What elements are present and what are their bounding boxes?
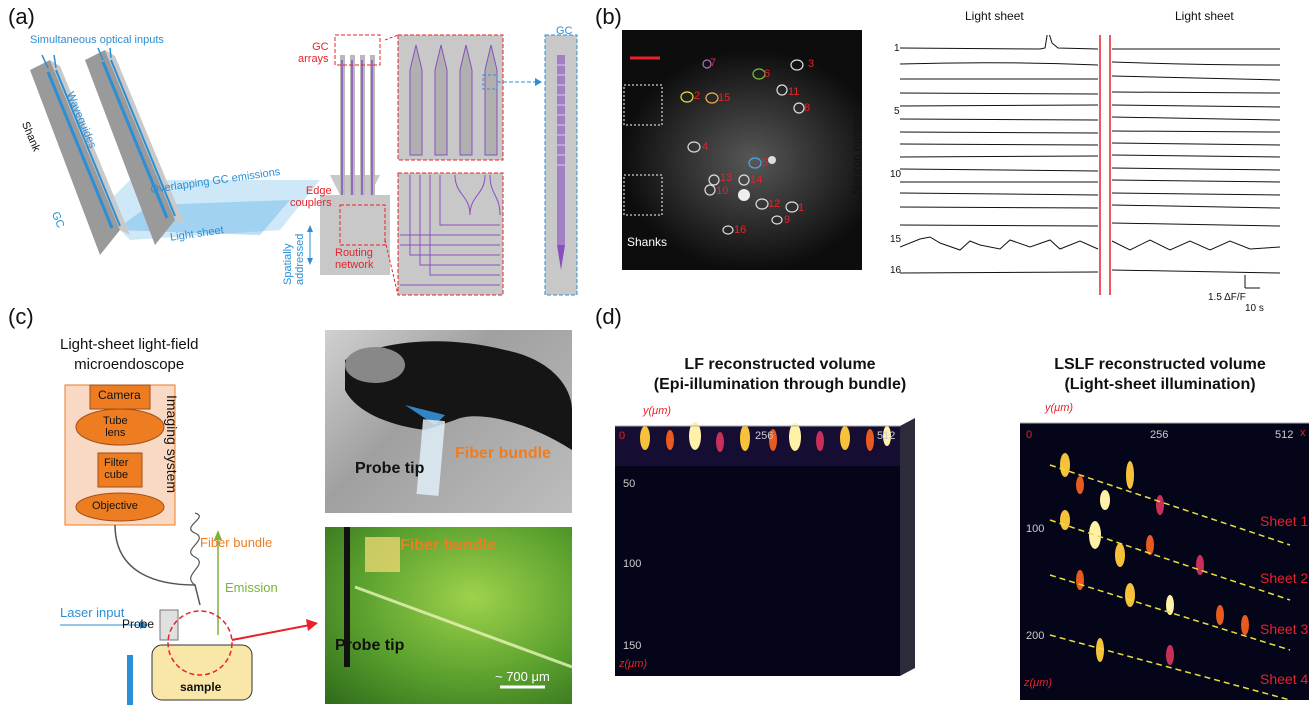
chip-schematic — [307, 34, 578, 296]
sheet-label-3: Sheet 3 — [1260, 621, 1309, 637]
photo-probe-fiber: Probe tip Fiber bundle — [325, 330, 572, 513]
lf-z-tick-100: 100 — [623, 558, 642, 570]
lf-x-tick-512: 512 — [877, 430, 896, 442]
shank-illustration — [30, 47, 320, 255]
roi-label-7: 7 — [710, 57, 717, 69]
lslf-z-tick-200: 200 — [1026, 630, 1045, 642]
lf-volume-render — [615, 418, 915, 676]
label-gc-box: GC — [556, 25, 573, 37]
sheet-label-4: Sheet 4 — [1260, 671, 1309, 687]
label-camera: Camera — [98, 388, 141, 402]
imaging-system-diagram — [60, 384, 320, 712]
photo2-scale-bar: ~ 700 μm — [495, 669, 550, 684]
label-routing-network: Routing network — [335, 247, 374, 271]
roi-label-5: 5 — [762, 157, 769, 169]
neuron-tick-5: 5 — [894, 106, 900, 117]
label-sample: sample — [180, 680, 222, 694]
panel-a-shank-diagram: Simultaneous optical inputs Waveguides S… — [19, 30, 320, 280]
lf-y-label: y(μm) — [643, 405, 672, 417]
roi-label-3: 3 — [808, 58, 815, 70]
light-sheet-header-2: Light sheet — [1175, 9, 1234, 23]
roi-label-16: 16 — [734, 224, 747, 236]
roi-label-10: 10 — [716, 185, 729, 197]
lf-volume: y(μm) 0 256 512 50 100 150 z(μm) — [615, 405, 915, 683]
roi-label-1: 1 — [798, 202, 805, 214]
roi-label-11: 11 — [788, 86, 800, 98]
neuron-tick-15: 15 — [890, 234, 902, 245]
roi-label-13: 13 — [720, 172, 733, 184]
label-shanks: Shanks — [627, 235, 668, 249]
neuron-tick-1: 1 — [894, 43, 900, 54]
label-laser-input: Laser input — [60, 605, 125, 620]
lf-z-tick-50: 50 — [623, 478, 636, 490]
lslf-y-label: y(μm) — [1045, 402, 1074, 414]
roi-label-6: 6 — [764, 68, 771, 80]
lslf-x-tick-512: 512 — [1275, 429, 1294, 441]
lf-z-tick-150: 150 — [623, 640, 642, 652]
photo1-fiber-bundle: Fiber bundle — [455, 445, 551, 462]
label-edge-couplers: Edge couplers — [290, 185, 332, 209]
photo2-fiber-bundle: Fiber bundle — [400, 537, 496, 554]
panel-a-chip-schematic: GC arrays Edge couplers Routing network … — [280, 25, 580, 300]
panel-label-a: (a) — [8, 4, 35, 29]
lslf-volume-title: LSLF reconstructed volume (Light-sheet i… — [1054, 356, 1266, 393]
fluorescence-field — [622, 50, 862, 270]
label-fiber-bundle: Fiber bundle — [200, 535, 273, 550]
lslf-x-tick-0: 0 — [1026, 429, 1033, 441]
neuron-tick-10: 10 — [890, 169, 902, 180]
photo-probe-drawing — [345, 341, 572, 496]
panel-b-calcium-traces: Light sheet Light sheet Neuron number 1 … — [850, 5, 1300, 315]
label-imaging-system: Imaging system — [164, 395, 180, 494]
photo2-probe-tip: Probe tip — [335, 637, 405, 654]
panel-b-fluorescence-image: 3 2 15 6 7 11 8 4 5 13 14 10 12 1 9 16 S… — [622, 30, 862, 270]
roi-label-12: 12 — [768, 198, 781, 210]
lslf-x-label: x — [1300, 427, 1306, 439]
lslf-z-tick-100: 100 — [1026, 523, 1045, 535]
label-gc-arrays: GC arrays — [298, 41, 329, 65]
lf-x-tick-0: 0 — [619, 430, 626, 442]
system-title: Light-sheet light-field microendoscope — [60, 336, 199, 373]
scale-dff: 1.5 ΔF/F — [1208, 292, 1246, 303]
roi-label-14: 14 — [750, 174, 763, 186]
trace-plot — [900, 35, 1280, 295]
label-emission: Emission — [225, 580, 278, 595]
label-probe: Probe — [122, 617, 155, 631]
lf-z-label: z(μm) — [619, 658, 648, 670]
lslf-z-label: z(μm) — [1024, 677, 1053, 689]
lf-x-tick-256: 256 — [755, 430, 774, 442]
photo-light-sheet: Fiber bundle Probe tip ~ 700 μm — [325, 527, 572, 704]
scale-time: 10 s — [1245, 303, 1264, 314]
roi-label-9: 9 — [784, 214, 791, 226]
panel-label-b: (b) — [595, 4, 622, 29]
neuron-tick-16: 16 — [890, 265, 902, 276]
roi-label-15: 15 — [718, 92, 731, 104]
sheet-label-1: Sheet 1 — [1260, 513, 1309, 529]
label-optical-inputs: Simultaneous optical inputs — [30, 34, 164, 46]
ylabel-neuron-number: Neuron number — [849, 110, 864, 194]
roi-label-2: 2 — [694, 90, 701, 102]
roi-label-4: 4 — [702, 141, 709, 153]
label-spatially-addressed: Spatially addressed — [282, 233, 306, 285]
label-tube-lens: Tube lens — [103, 415, 128, 439]
light-sheet-header-1: Light sheet — [965, 9, 1024, 23]
lslf-volume: y(μm) 0 256 512 x 100 200 z(μm) Sheet 1 … — [1020, 402, 1309, 701]
panel-label-d: (d) — [595, 304, 622, 329]
label-filter-cube: Filter cube — [104, 457, 129, 481]
label-objective: Objective — [92, 500, 138, 512]
lslf-x-tick-256: 256 — [1150, 429, 1169, 441]
roi-label-8: 8 — [804, 102, 811, 114]
lf-volume-title: LF reconstructed volume (Epi-illuminatio… — [653, 356, 907, 393]
lslf-volume-render — [1020, 422, 1309, 701]
panel-c-schematic: Light-sheet light-field microendoscope C… — [20, 335, 320, 712]
photo1-probe-tip: Probe tip — [355, 460, 425, 477]
panel-label-c: (c) — [8, 304, 34, 329]
sheet-label-2: Sheet 2 — [1260, 570, 1309, 586]
photo-light-sheet-drawing — [344, 527, 572, 689]
